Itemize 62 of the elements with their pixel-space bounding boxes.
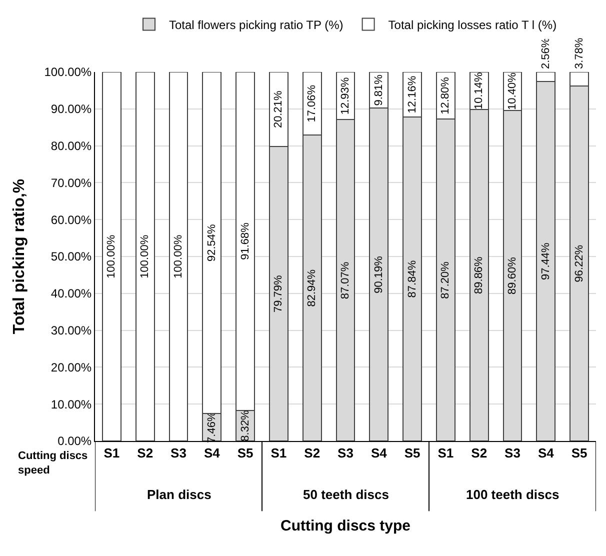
x-tick-label: S4	[538, 446, 555, 461]
bar	[102, 72, 122, 441]
x-tick-label: S1	[270, 446, 287, 461]
y-tick-label: 60.00%	[50, 212, 92, 227]
data-label: 10.14%	[473, 72, 486, 110]
y-tick-label: 50.00%	[50, 250, 92, 264]
legend-label: Total picking losses ratio T l (%)	[388, 18, 557, 32]
x-axis-title: Cutting discs type	[280, 518, 411, 535]
y-tick-label: 10.00%	[50, 397, 92, 412]
data-label: 92.54%	[206, 224, 218, 262]
data-label: 20.21%	[272, 90, 285, 128]
bar	[168, 72, 188, 441]
data-label: 97.44%	[540, 242, 552, 280]
y-tick-label: 100.00%	[44, 65, 92, 80]
data-label: 12.93%	[340, 77, 352, 115]
legend-label: Total flowers picking ratio TP (%)	[169, 18, 344, 32]
y-tick-label: 30.00%	[50, 324, 92, 338]
x-tick-label: S3	[170, 446, 186, 461]
bar	[135, 72, 155, 441]
x-tick-label: S3	[338, 446, 354, 461]
x-tick-label: S5	[237, 446, 254, 461]
data-label: 87.20%	[440, 261, 452, 299]
data-label: 79.79%	[272, 275, 285, 313]
x-tick-label: S3	[504, 446, 520, 461]
data-label: 100.00%	[139, 234, 152, 278]
data-label: 89.86%	[473, 256, 486, 294]
x-tick-label: S2	[304, 446, 320, 461]
y-tick-label: 40.00%	[50, 286, 92, 301]
x-tick-label: S2	[471, 446, 488, 461]
x-tick-label: S4	[204, 446, 221, 461]
text: Plan discs	[147, 487, 212, 502]
text: Cutting discs speed	[18, 450, 88, 476]
data-label: 89.60%	[506, 256, 518, 294]
data-label: 2.56%	[540, 38, 552, 69]
text: 100 teeth discs	[466, 487, 560, 502]
data-label: 9.81%	[372, 74, 385, 106]
data-label: 3.78%	[573, 38, 586, 69]
text: 50 teeth discs	[303, 487, 389, 502]
y-tick-label: 20.00%	[50, 360, 92, 374]
x-tick-label: S1	[104, 446, 120, 461]
y-tick-label: 70.00%	[50, 176, 92, 190]
y-axis-title: Total picking ratio,%	[11, 178, 28, 334]
data-label: 100.00%	[172, 234, 185, 278]
data-label: 87.84%	[406, 260, 418, 298]
x-tick-label: S1	[438, 446, 454, 461]
data-label: 96.22%	[573, 244, 586, 282]
x-tick-label: S5	[404, 446, 420, 461]
data-label: 17.06%	[306, 84, 318, 122]
y-tick-label: 90.00%	[50, 102, 92, 116]
data-label: 8.32%	[239, 410, 252, 442]
x-tick-label: S5	[571, 446, 588, 461]
data-label: 91.68%	[239, 222, 252, 260]
x-tick-label: S4	[370, 446, 388, 461]
data-label: 10.40%	[506, 72, 518, 110]
x-tick-label: S2	[137, 446, 154, 461]
data-label: 12.80%	[440, 76, 452, 114]
y-tick-label: 0.00%	[58, 434, 92, 448]
y-tick-label: 80.00%	[50, 139, 92, 153]
data-label: 87.07%	[340, 262, 352, 300]
data-label: 12.16%	[406, 76, 418, 114]
data-label: 90.19%	[372, 256, 385, 294]
data-label: 82.94%	[306, 269, 318, 307]
